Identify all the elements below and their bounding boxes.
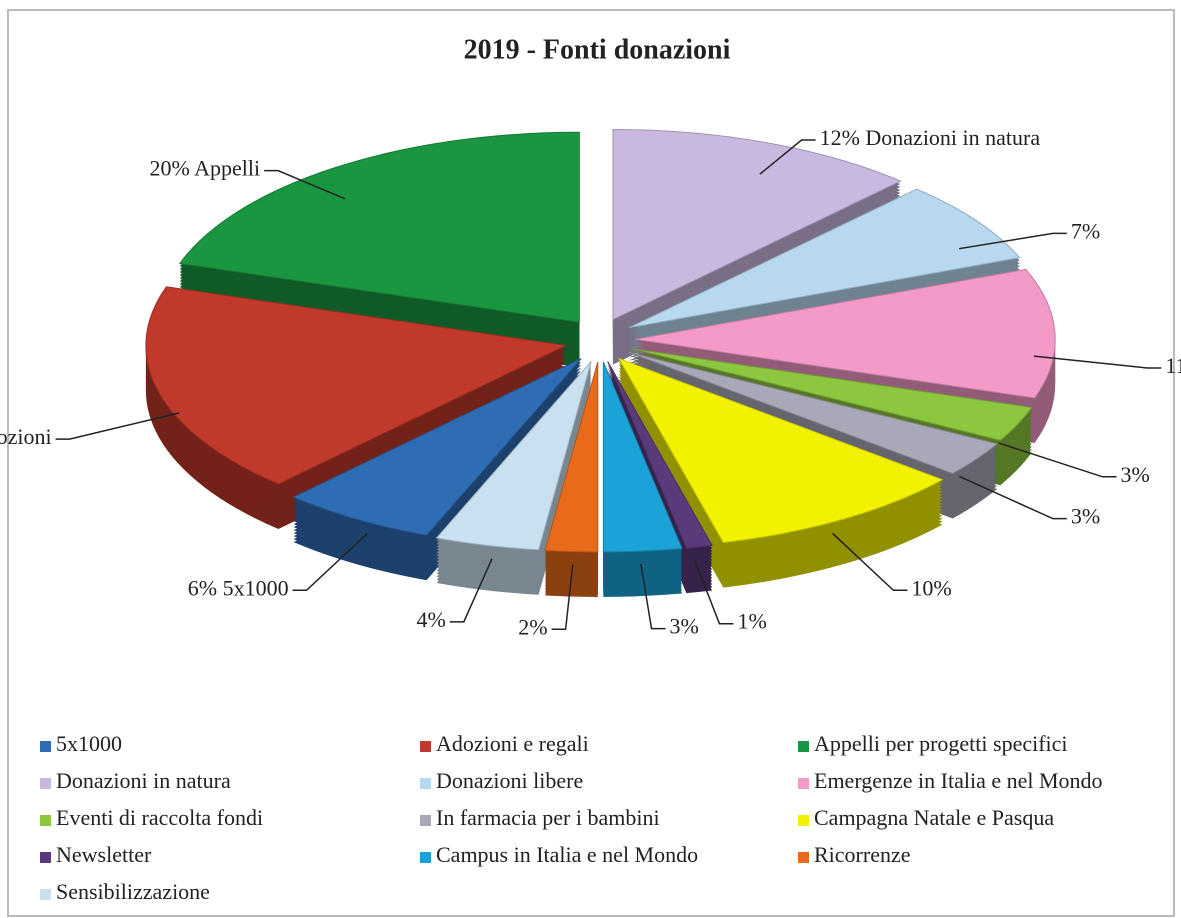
legend-swatch: [420, 852, 431, 863]
data-label: 12% Donazioni in natura: [820, 125, 1041, 150]
slice: [632, 348, 1033, 441]
legend-label: Appelli per progetti specifici: [814, 731, 1068, 756]
leader-line: [998, 442, 1117, 478]
slice: [635, 268, 1056, 399]
legend-label: Newsletter: [56, 842, 152, 867]
data-label: 1%: [737, 609, 766, 634]
leader-line: [1033, 355, 1162, 369]
data-label: 11%: [1165, 353, 1181, 378]
legend-swatch: [40, 778, 51, 789]
slice: [628, 188, 1021, 329]
data-label: 7%: [1071, 218, 1100, 243]
legend-swatch: [798, 852, 809, 863]
slice: [612, 129, 902, 321]
slice: [628, 351, 999, 475]
leader-line: [640, 563, 666, 630]
slice: [602, 361, 683, 553]
legend-label: Donazioni libere: [436, 768, 583, 793]
chart-title: 2019 - Fonti donazioni: [464, 34, 731, 65]
leader-line: [832, 532, 908, 592]
slice: [145, 286, 568, 485]
legend-swatch: [798, 815, 809, 826]
legend-swatch: [420, 778, 431, 789]
legend-swatch: [420, 815, 431, 826]
legend-label: Adozioni e regali: [436, 731, 589, 756]
data-label: 10%: [911, 575, 951, 600]
legend-swatch: [40, 852, 51, 863]
leader-line: [958, 475, 1067, 520]
legend-label: Emergenze in Italia e nel Mondo: [814, 768, 1103, 793]
data-label: 2%: [518, 614, 547, 639]
slice: [607, 361, 713, 549]
leader-line: [958, 232, 1067, 250]
data-label: 4%: [416, 607, 445, 632]
leader-line: [694, 559, 734, 625]
data-label: 20% Appelli: [150, 156, 261, 181]
legend-swatch: [420, 741, 431, 752]
leader-line: [759, 139, 816, 175]
data-label: 6% 5x1000: [188, 575, 289, 600]
data-label: 3%: [1121, 462, 1150, 487]
slice: [178, 131, 580, 323]
slice: [617, 357, 944, 544]
legend-label: Sensibilizzazione: [56, 879, 210, 904]
legend-label: Eventi di raccolta fondi: [56, 805, 263, 830]
slice: [544, 361, 599, 553]
legend-label: Campus in Italia e nel Mondo: [436, 842, 698, 867]
legend-swatch: [40, 741, 51, 752]
legend-swatch: [40, 815, 51, 826]
slice: [435, 360, 592, 551]
data-label: 3%: [1071, 504, 1100, 529]
slice: [292, 358, 582, 536]
data-label: 18% Adozioni: [0, 424, 52, 449]
leader-line: [449, 558, 493, 623]
legend-swatch: [798, 741, 809, 752]
legend-label: 5x1000: [56, 731, 122, 756]
leader-line: [55, 412, 180, 440]
legend-label: In farmacia per i bambini: [436, 805, 660, 830]
leader-line: [292, 532, 368, 592]
legend-swatch: [40, 889, 51, 900]
legend-label: Ricorrenze: [814, 842, 911, 867]
legend-label: Campagna Natale e Pasqua: [814, 805, 1054, 830]
legend-swatch: [798, 778, 809, 789]
leader-line: [551, 564, 574, 631]
data-label: 3%: [670, 614, 699, 639]
leader-line: [264, 169, 346, 200]
legend-label: Donazioni in natura: [56, 768, 231, 793]
